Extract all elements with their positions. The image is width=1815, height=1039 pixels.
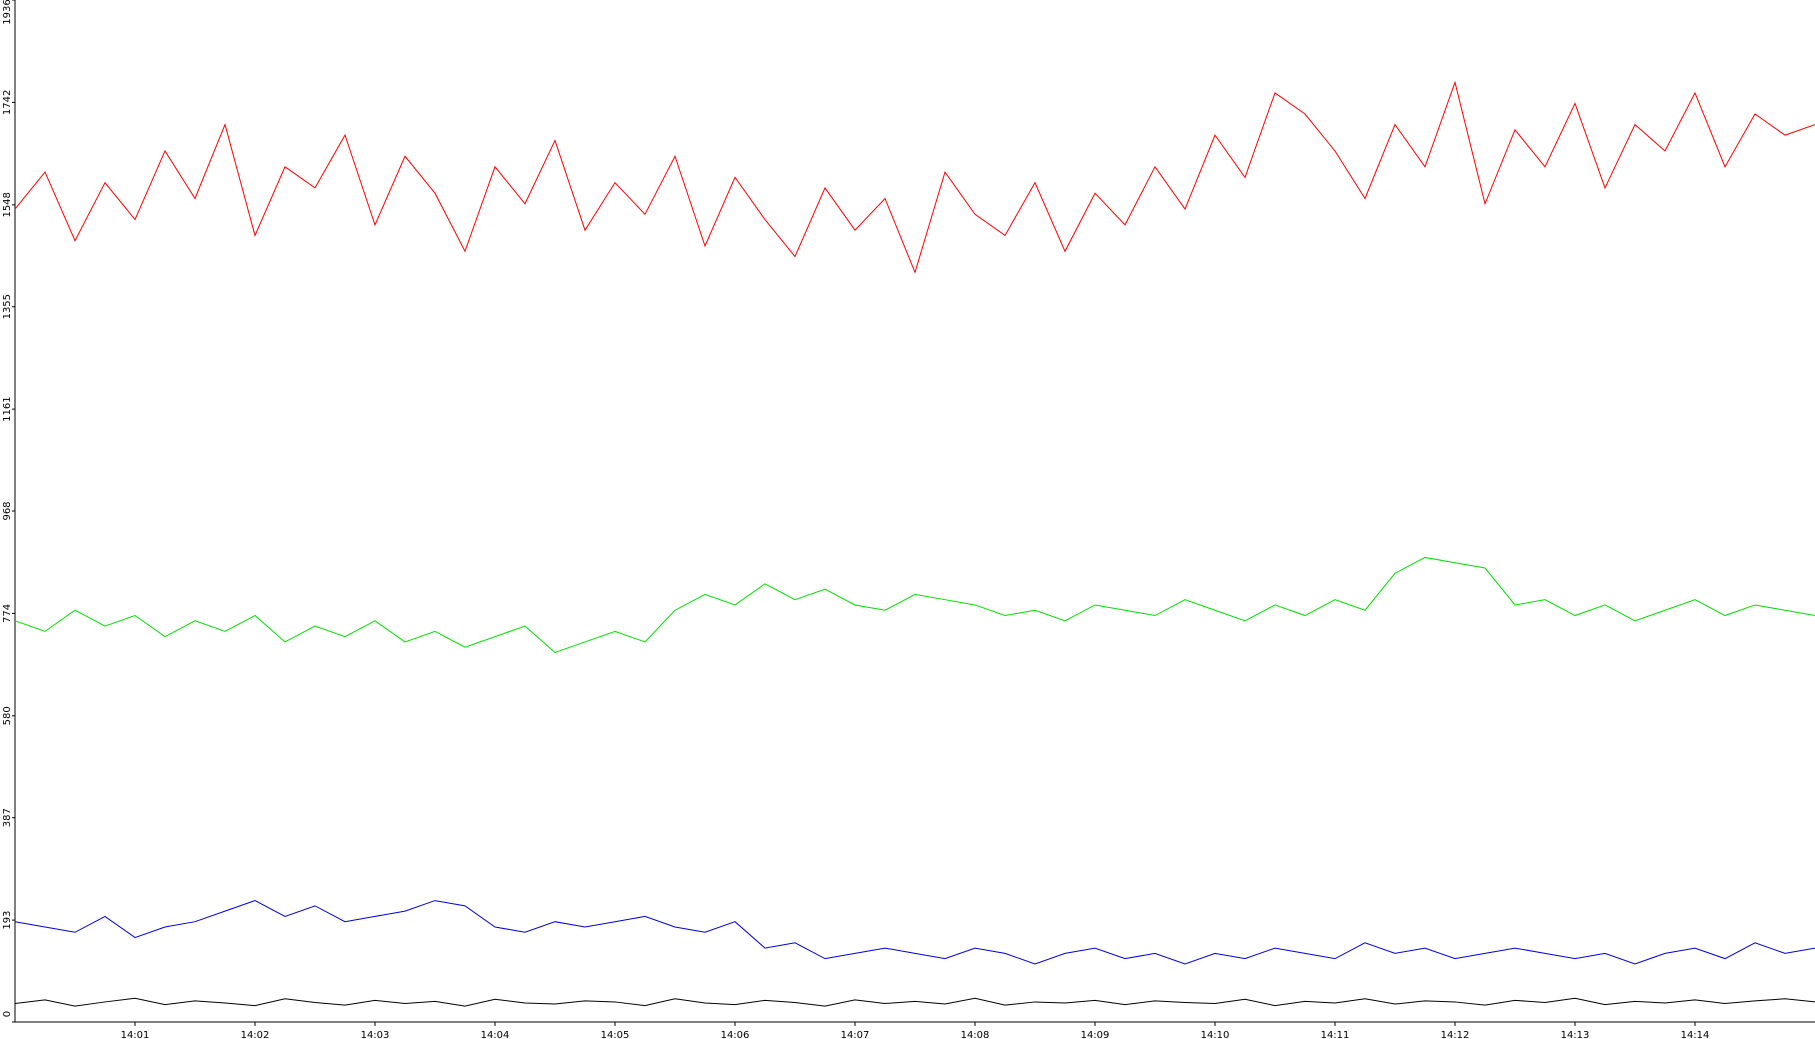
x-tick-label: 14:01 xyxy=(121,1030,150,1039)
y-tick-label: 1548 xyxy=(2,192,13,217)
series-line xyxy=(14,997,1815,1007)
x-tick-label: 14:09 xyxy=(1081,1030,1110,1039)
x-tick-label: 14:11 xyxy=(1321,1030,1350,1039)
y-tick-label: 1936 xyxy=(2,0,13,25)
x-tick-label: 14:03 xyxy=(361,1030,390,1039)
x-tick-label: 14:04 xyxy=(481,1030,510,1039)
x-tick-label: 14:07 xyxy=(841,1030,870,1039)
x-tick-label: 14:06 xyxy=(721,1030,750,1039)
y-tick-label: 193 xyxy=(2,911,13,930)
series-line xyxy=(14,80,1815,274)
y-tick-label: 1161 xyxy=(2,396,13,421)
x-tick-label: 14:12 xyxy=(1441,1030,1470,1039)
series-line xyxy=(14,900,1815,965)
x-tick-label: 14:05 xyxy=(601,1030,630,1039)
y-tick-label: 387 xyxy=(2,808,13,827)
x-tick-label: 14:14 xyxy=(1681,1030,1710,1039)
x-tick-label: 14:08 xyxy=(961,1030,990,1039)
series-line xyxy=(14,556,1815,654)
y-tick-label: 0 xyxy=(2,1011,13,1017)
x-tick-label: 14:10 xyxy=(1201,1030,1230,1039)
x-tick-label: 14:13 xyxy=(1561,1030,1590,1039)
x-tick-label: 14:02 xyxy=(241,1030,270,1039)
y-tick-label: 580 xyxy=(2,706,13,725)
y-tick-label: 1355 xyxy=(2,294,13,319)
y-tick-label: 968 xyxy=(2,501,13,520)
y-tick-label: 774 xyxy=(2,604,13,623)
y-tick-label: 1742 xyxy=(2,90,13,115)
